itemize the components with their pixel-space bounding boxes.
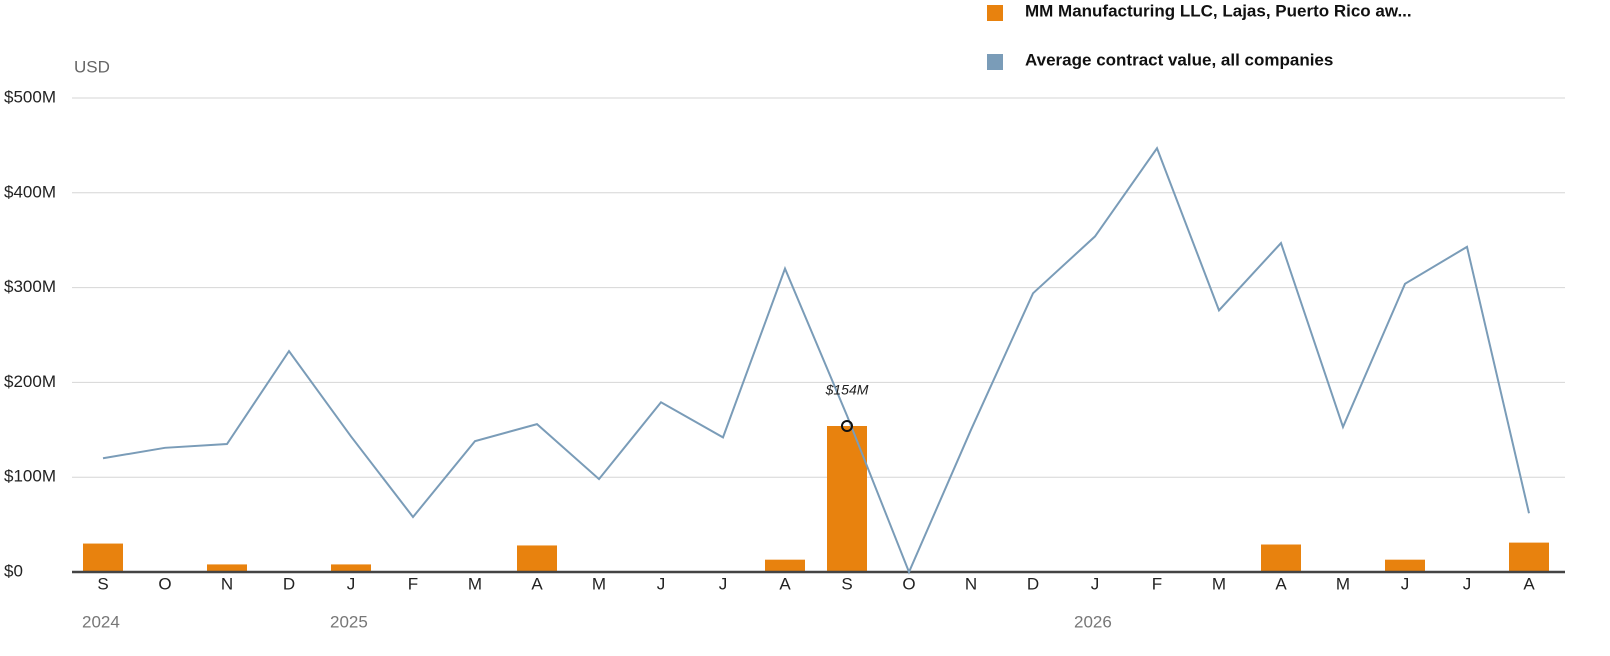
x-tick-label: M: [1212, 574, 1226, 593]
x-tick-label: A: [779, 574, 791, 593]
line: [102, 146, 1530, 575]
bar: [1509, 542, 1549, 572]
y-tick-label: $0: [4, 561, 23, 580]
bar: [1261, 544, 1301, 572]
x-tick-label: D: [283, 574, 295, 593]
bar: [83, 543, 123, 572]
x-tick-label: J: [719, 574, 728, 593]
annotation-marker: [841, 420, 853, 433]
y-tick-label: $300M: [4, 277, 56, 296]
year-label: 2024: [82, 612, 120, 631]
x-tick-label: S: [97, 574, 108, 593]
x-tick-label: D: [1027, 574, 1039, 593]
year-label: 2025: [330, 612, 368, 631]
bar: [827, 426, 867, 572]
y-tick-label: $500M: [4, 87, 56, 106]
y-tick-label: $200M: [4, 372, 56, 391]
x-tick-label: N: [221, 574, 233, 593]
x-tick-label: M: [1336, 574, 1350, 593]
x-tick-label: J: [1463, 574, 1472, 593]
x-tick-label: F: [408, 574, 418, 593]
x-tick-label: M: [468, 574, 482, 593]
y-tick-label: $100M: [4, 467, 56, 486]
x-tick-label: J: [347, 574, 356, 593]
x-tick-label: J: [1091, 574, 1100, 593]
x-tick-label: O: [902, 574, 915, 593]
legend-swatch: [987, 5, 1003, 21]
x-tick-label: S: [841, 574, 852, 593]
bar: [1385, 559, 1425, 572]
legend-label: MM Manufacturing LLC, Lajas, Puerto Rico…: [1025, 1, 1412, 20]
x-tick-label: A: [531, 574, 543, 593]
x-tick-label: J: [1401, 574, 1410, 593]
bar: [517, 545, 557, 572]
annotation-label: $154M: [825, 382, 869, 398]
x-tick-label: M: [592, 574, 606, 593]
x-tick-label: O: [158, 574, 171, 593]
x-tick-label: A: [1275, 574, 1287, 593]
bar: [331, 564, 371, 572]
legend-swatch: [987, 54, 1003, 70]
y-axis-label: USD: [74, 57, 110, 76]
bar: [207, 564, 247, 572]
bar: [765, 559, 805, 572]
x-tick-label: F: [1152, 574, 1162, 593]
x-tick-label: J: [657, 574, 666, 593]
x-tick-label: A: [1523, 574, 1535, 593]
year-label: 2026: [1074, 612, 1112, 631]
y-tick-label: $400M: [4, 182, 56, 201]
legend-label: Average contract value, all companies: [1025, 50, 1333, 69]
x-tick-label: N: [965, 574, 977, 593]
